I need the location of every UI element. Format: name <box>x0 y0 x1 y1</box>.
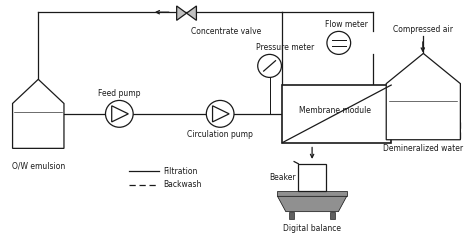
Polygon shape <box>187 6 196 20</box>
Text: Membrane module: Membrane module <box>299 106 371 115</box>
Text: Compressed air: Compressed air <box>393 25 453 34</box>
Polygon shape <box>177 6 187 20</box>
Text: Concentrate valve: Concentrate valve <box>191 27 261 36</box>
Text: Digital balance: Digital balance <box>283 224 341 233</box>
Text: O/W emulsion: O/W emulsion <box>12 162 65 171</box>
Polygon shape <box>389 101 457 137</box>
Text: Flow meter: Flow meter <box>325 20 368 29</box>
Text: Filtration: Filtration <box>163 167 197 176</box>
Polygon shape <box>14 113 63 146</box>
Text: Circulation pump: Circulation pump <box>187 130 253 139</box>
Bar <box>298 164 326 190</box>
Bar <box>277 190 346 196</box>
Bar <box>283 85 391 143</box>
Polygon shape <box>386 53 460 140</box>
Polygon shape <box>277 196 346 212</box>
Circle shape <box>106 100 133 127</box>
Circle shape <box>327 31 351 54</box>
Circle shape <box>206 100 234 127</box>
Bar <box>289 212 294 219</box>
Text: Feed pump: Feed pump <box>98 88 141 98</box>
Bar <box>330 212 335 219</box>
Text: Beaker: Beaker <box>270 173 296 182</box>
Polygon shape <box>12 79 64 148</box>
Bar <box>300 178 325 190</box>
Text: Pressure meter: Pressure meter <box>256 44 314 52</box>
Circle shape <box>258 54 282 77</box>
Text: Backwash: Backwash <box>163 180 201 189</box>
Text: Demineralized water: Demineralized water <box>383 144 464 153</box>
